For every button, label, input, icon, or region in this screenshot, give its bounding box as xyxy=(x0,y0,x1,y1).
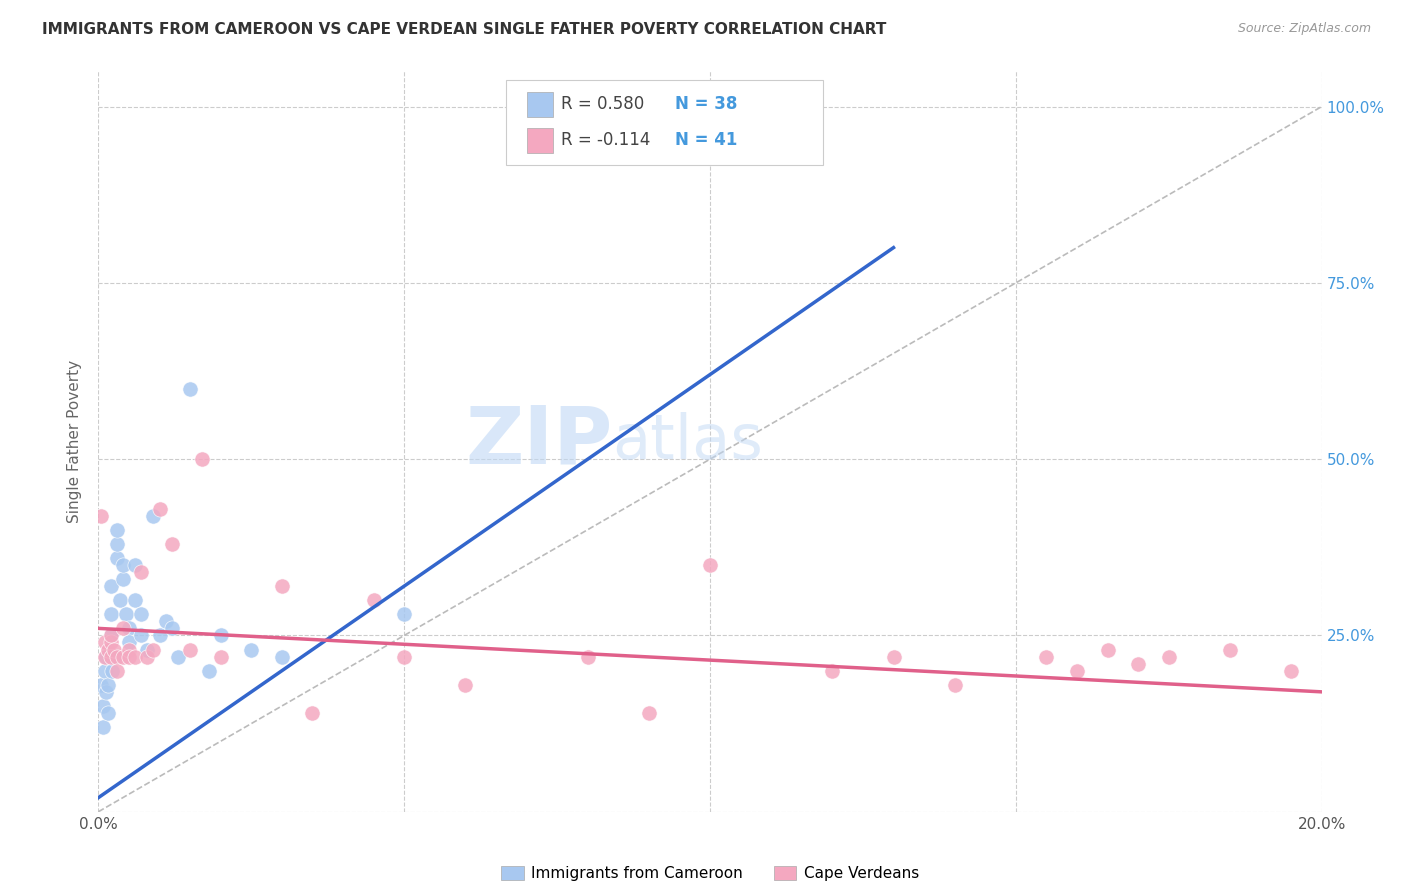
Point xyxy=(100,649,122,664)
Point xyxy=(100,628,122,642)
Point xyxy=(105,523,128,537)
Point xyxy=(124,649,146,664)
Point xyxy=(124,558,146,572)
Point xyxy=(270,649,292,664)
Point xyxy=(94,649,117,664)
Point xyxy=(209,628,232,642)
Point xyxy=(155,615,177,629)
Point xyxy=(90,678,112,692)
Point xyxy=(118,621,141,635)
Point xyxy=(160,621,183,635)
Text: Source: ZipAtlas.com: Source: ZipAtlas.com xyxy=(1237,22,1371,36)
Text: R = -0.114: R = -0.114 xyxy=(561,131,651,149)
Point xyxy=(100,628,122,642)
Point xyxy=(167,649,190,664)
Point xyxy=(197,664,219,678)
Point xyxy=(1219,642,1241,657)
Point xyxy=(97,706,120,720)
Point xyxy=(118,649,141,664)
Point xyxy=(1128,657,1150,671)
Point xyxy=(821,664,844,678)
Point xyxy=(129,565,152,579)
Text: R = 0.580: R = 0.580 xyxy=(561,95,644,113)
Point xyxy=(105,664,128,678)
Point xyxy=(149,501,172,516)
Point xyxy=(101,664,124,678)
Point xyxy=(124,593,146,607)
Point xyxy=(160,537,183,551)
Point xyxy=(111,649,134,664)
Point xyxy=(93,664,115,678)
Point xyxy=(1097,642,1119,657)
Point xyxy=(97,678,120,692)
Point xyxy=(103,642,125,657)
Point xyxy=(142,642,165,657)
Point xyxy=(637,706,661,720)
Point xyxy=(392,607,416,622)
Text: IMMIGRANTS FROM CAMEROON VS CAPE VERDEAN SINGLE FATHER POVERTY CORRELATION CHART: IMMIGRANTS FROM CAMEROON VS CAPE VERDEAN… xyxy=(42,22,887,37)
Point xyxy=(91,698,114,713)
Text: N = 38: N = 38 xyxy=(675,95,737,113)
Point xyxy=(129,607,152,622)
Point xyxy=(118,635,141,649)
Point xyxy=(301,706,323,720)
Point xyxy=(97,642,120,657)
Point xyxy=(454,678,477,692)
Point xyxy=(93,635,115,649)
Point xyxy=(100,635,122,649)
Point xyxy=(91,720,114,734)
Point xyxy=(129,628,152,642)
Point xyxy=(179,642,201,657)
Text: atlas: atlas xyxy=(612,411,763,472)
Point xyxy=(883,649,905,664)
Point xyxy=(392,649,416,664)
Point xyxy=(105,649,128,664)
Point xyxy=(209,649,232,664)
Y-axis label: Single Father Poverty: Single Father Poverty xyxy=(67,360,83,523)
Point xyxy=(111,558,134,572)
Point xyxy=(108,593,131,607)
Point xyxy=(136,649,159,664)
Point xyxy=(100,607,122,622)
Point xyxy=(191,452,214,467)
Point xyxy=(1035,649,1057,664)
Point xyxy=(103,649,125,664)
Point xyxy=(179,382,201,396)
Point xyxy=(90,508,112,523)
Point xyxy=(105,550,128,565)
Point xyxy=(1279,664,1302,678)
Point xyxy=(270,579,292,593)
Point xyxy=(240,642,263,657)
Point xyxy=(149,628,172,642)
Point xyxy=(93,649,115,664)
Point xyxy=(96,685,118,699)
Point xyxy=(115,607,138,622)
Point xyxy=(142,508,165,523)
Text: ZIP: ZIP xyxy=(465,402,612,481)
Point xyxy=(363,593,385,607)
Point xyxy=(100,579,122,593)
Point xyxy=(118,642,141,657)
Point xyxy=(111,572,134,586)
Point xyxy=(699,558,721,572)
Legend: Immigrants from Cameroon, Cape Verdeans: Immigrants from Cameroon, Cape Verdeans xyxy=(495,860,925,888)
Point xyxy=(1066,664,1088,678)
Point xyxy=(111,621,134,635)
Text: N = 41: N = 41 xyxy=(675,131,737,149)
Point xyxy=(105,537,128,551)
Point xyxy=(1157,649,1180,664)
Point xyxy=(136,642,159,657)
Point xyxy=(576,649,599,664)
Point xyxy=(943,678,966,692)
